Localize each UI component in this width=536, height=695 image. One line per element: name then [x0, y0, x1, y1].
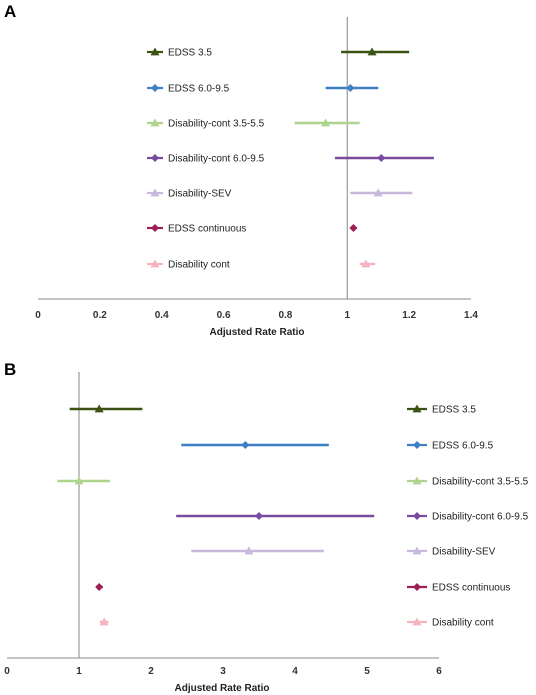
- panel-b-x-tick-label: 3: [220, 666, 226, 677]
- panel-b-point-estimate: [99, 617, 109, 626]
- panel-a-plot: 0 0.2 0.4 0.6 0.8 1 1.2 1.4 EDSS 3.5 EDSS 6.0-9.5…: [35, 17, 478, 321]
- panel-a-point-estimate: [361, 259, 371, 268]
- panel-b-legend-label: Disability-SEV: [432, 547, 496, 558]
- panel-a-point-estimate: [346, 84, 355, 92]
- panel-b-x-tick-label: 6: [436, 666, 442, 677]
- panel-b-legend-marker: [413, 512, 421, 520]
- panel-b-legend-label: EDSS 3.5: [432, 405, 476, 416]
- panel-a-x-tick-label: 1.2: [402, 310, 416, 321]
- panel-b-legend-marker: [412, 476, 422, 485]
- panel-b-x-tick-label: 5: [364, 666, 370, 677]
- panel-a-legend-marker: [151, 224, 159, 232]
- panel-a-legend-marker: [150, 188, 160, 197]
- panel-b-point-estimate: [95, 583, 104, 591]
- panel-b-legend-marker: [412, 617, 422, 626]
- panel-a-legend-label: EDSS 3.5: [168, 48, 212, 59]
- panel-b-legend-marker: [413, 583, 421, 591]
- panel-b-legend-label: EDSS continuous: [432, 583, 510, 594]
- panel-b-x-tick-label: 1: [76, 666, 82, 677]
- panel-a-legend-marker: [150, 47, 160, 56]
- panel-a-point-estimate: [373, 188, 383, 197]
- panel-b-legend-marker: [412, 546, 422, 555]
- panel-a-x-tick-label: 0: [35, 310, 41, 321]
- panel-b-point-estimate: [74, 476, 84, 485]
- panel-b-legend-marker: [413, 441, 421, 449]
- panel-a-legend-label: EDSS continuous: [168, 224, 246, 235]
- panel-a-x-tick-label: 0.2: [93, 310, 107, 321]
- panel-a-legend-label: EDSS 6.0-9.5: [168, 84, 230, 95]
- panel-a-x-tick-label: 1.4: [464, 310, 478, 321]
- panel-b-plot: 0 1 2 3 4 5 6 EDSS 3.5 EDSS 6.0-9.5 Disability-co…: [4, 372, 529, 677]
- panel-a-legend-marker: [151, 154, 159, 162]
- panel-b-point-estimate: [241, 441, 250, 449]
- panel-a-legend-marker: [150, 118, 160, 127]
- panel-a-point-estimate: [367, 47, 377, 56]
- panel-b-legend-label: Disability-cont 6.0-9.5: [432, 512, 529, 523]
- panel-a-legend-label: Disability-cont 6.0-9.5: [168, 154, 265, 165]
- panel-b-x-axis-label: Adjusted Rate Ratio: [174, 683, 269, 694]
- panel-a-x-tick-label: 1: [345, 310, 351, 321]
- panel-a-letter: A: [4, 2, 16, 21]
- panel-a-x-tick-label: 0.8: [278, 310, 292, 321]
- panel-b-point-estimate: [94, 404, 104, 413]
- panel-a-x-tick-label: 0.6: [217, 310, 231, 321]
- panel-a-legend-marker: [150, 259, 160, 268]
- panel-a-point-estimate: [349, 224, 358, 232]
- panel-a-point-estimate: [321, 118, 331, 127]
- panel-b-legend-label: Disability-cont 3.5-5.5: [432, 477, 529, 488]
- panel-b-point-estimate: [244, 546, 254, 555]
- panel-b-x-tick-label: 4: [292, 666, 298, 677]
- panel-a-x-axis-label: Adjusted Rate Ratio: [209, 327, 304, 338]
- panel-b-x-tick-label: 2: [148, 666, 154, 677]
- panel-b-legend-marker: [412, 404, 422, 413]
- panel-a-legend-label: Disability-SEV: [168, 189, 232, 200]
- panel-a-x-tick-label: 0.4: [155, 310, 169, 321]
- panel-b-legend-label: EDSS 6.0-9.5: [432, 441, 494, 452]
- panel-b-point-estimate: [255, 512, 263, 520]
- panel-a-point-estimate: [377, 154, 386, 162]
- panel-b-letter: B: [4, 360, 16, 379]
- panel-a-legend-label: Disability cont: [168, 260, 230, 271]
- panel-a-legend-label: Disability-cont 3.5-5.5: [168, 119, 265, 130]
- panel-b-x-tick-label: 0: [4, 666, 10, 677]
- panel-b-legend-label: Disability cont: [432, 618, 494, 629]
- panel-a-legend-marker: [151, 84, 159, 92]
